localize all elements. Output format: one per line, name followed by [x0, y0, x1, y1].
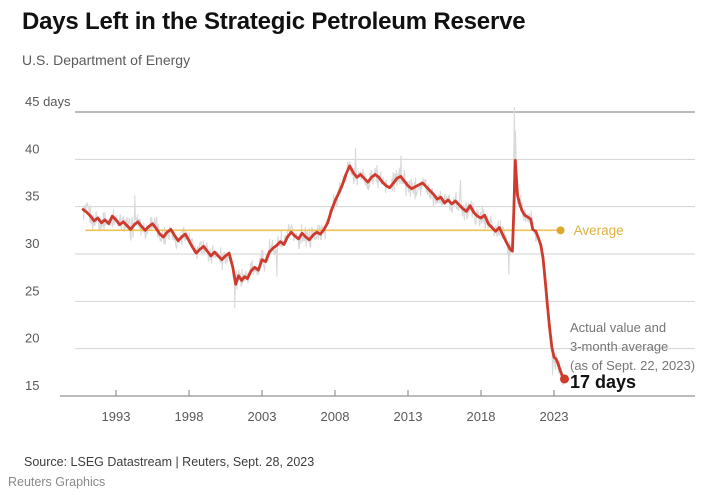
annotation-line-1: Actual value and [570, 320, 667, 335]
x-axis-label: 1993 [102, 409, 131, 424]
y-axis-label: 30 [25, 236, 39, 251]
average-end-dot [556, 226, 565, 235]
x-axis-label: 2023 [540, 409, 569, 424]
annotation-line-3: (as of Sept. 22, 2023) [570, 358, 696, 373]
average-line-label: Average [574, 223, 624, 238]
credit-line: Reuters Graphics [8, 475, 106, 489]
source-line: Source: LSEG Datastream | Reuters, Sept.… [24, 455, 315, 469]
series-end-dot [560, 374, 570, 384]
x-axis-label: 2018 [467, 409, 496, 424]
y-axis-label: 45 days [25, 94, 71, 109]
y-axis-label: 15 [25, 378, 39, 393]
y-axis-label: 35 [25, 189, 39, 204]
spr-days-left-line-chart: 15 20 25 30 35 40 45 days 1993 1998 2003 2008 2013 2… [25, 94, 695, 424]
three-month-average-line [81, 158, 566, 381]
x-axis-label: 2008 [321, 409, 350, 424]
end-value-label: 17 days [570, 372, 637, 392]
y-axis-label: 25 [25, 283, 39, 298]
x-axis-label: 2013 [394, 409, 423, 424]
y-axis-label: 40 [25, 141, 39, 156]
chart-title: Days Left in the Strategic Petroleum Res… [22, 8, 526, 35]
x-axis-label: 2003 [248, 409, 277, 424]
y-axis-label: 20 [25, 331, 39, 346]
chart-subtitle: U.S. Department of Energy [22, 52, 191, 68]
end-annotation: Actual value and 3-month average (as of … [570, 318, 710, 375]
x-axis-label: 1998 [175, 409, 204, 424]
annotation-line-2: 3-month average [570, 339, 669, 354]
actual-value-line [82, 107, 565, 385]
